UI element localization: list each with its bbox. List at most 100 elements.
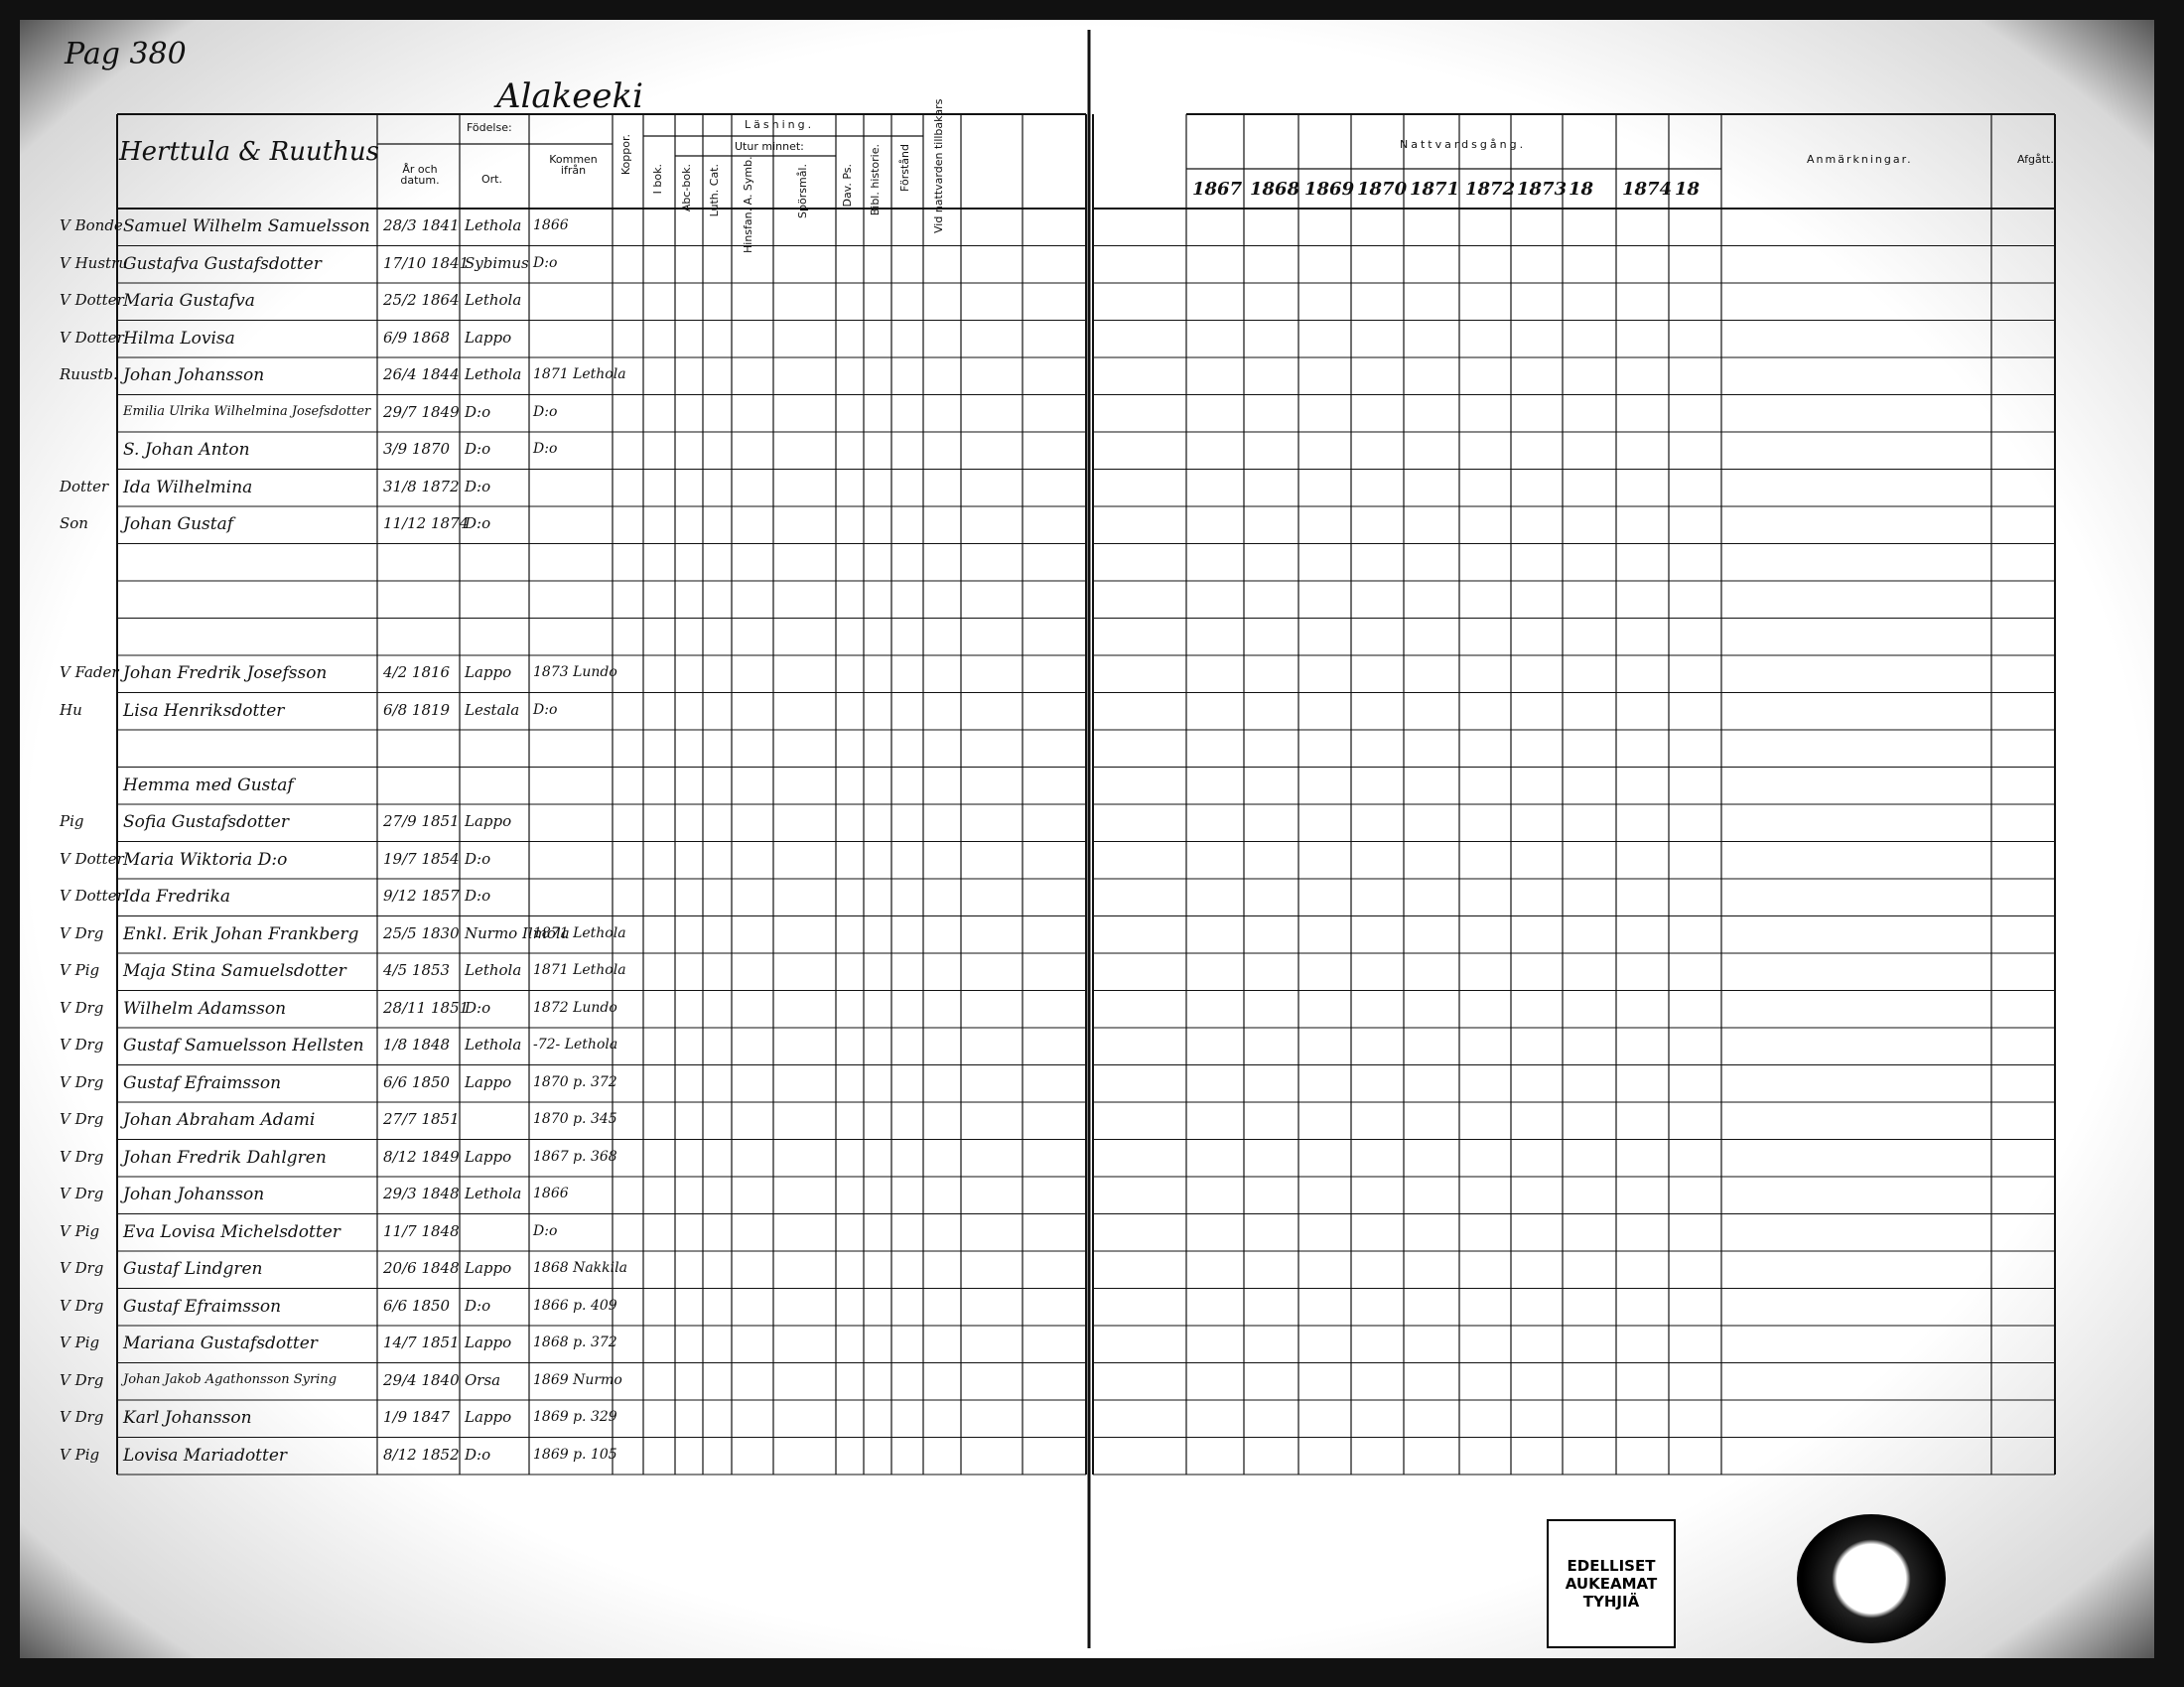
- birth-place: D:o: [465, 998, 491, 1017]
- header: Abc-bok.: [680, 164, 693, 212]
- came-from: 1873 Lundo: [533, 664, 617, 680]
- birth-place: D:o: [465, 402, 491, 421]
- birth-date: 6/8 1819: [383, 700, 451, 719]
- header: År och datum.: [400, 163, 440, 187]
- birth-place: Lethola: [465, 216, 522, 234]
- name: Hemma med Gustaf: [123, 774, 294, 795]
- status: V Fader: [60, 663, 119, 681]
- birth-place: Lethola: [465, 1036, 522, 1054]
- name: Mariana Gustafsdotter: [123, 1334, 318, 1353]
- status: V Pig: [60, 1221, 100, 1240]
- status: Pig: [60, 812, 84, 830]
- header: I bok.: [651, 164, 664, 195]
- header: Födelse:: [467, 121, 512, 134]
- status: Dotter: [60, 477, 109, 495]
- birth-place: D:o: [465, 477, 491, 495]
- name: Gustaf Efraimsson: [123, 1296, 282, 1317]
- birth-date: 11/7 1848: [383, 1221, 460, 1240]
- birth-place: Orsa: [465, 1370, 501, 1389]
- came-from: D:o: [533, 441, 558, 457]
- header: Förstånd: [898, 144, 911, 192]
- header: Läsning.: [745, 118, 815, 131]
- year: 1870: [1357, 179, 1408, 200]
- birth-place: Sybimus: [465, 253, 529, 272]
- name: Gustaf Samuelsson Hellsten: [123, 1036, 364, 1055]
- came-from: 1868 p. 372: [533, 1335, 617, 1350]
- ruling: [116, 30, 2056, 1648]
- came-from: 1869 p. 105: [533, 1446, 617, 1463]
- status: V Drg: [60, 1072, 104, 1091]
- birth-place: Nurmo Ilmola: [465, 923, 570, 942]
- birth-place: Lappo: [465, 1408, 512, 1426]
- birth-date: 11/12 1874: [383, 514, 470, 532]
- came-from: 1870 p. 372: [533, 1073, 617, 1090]
- status: V Drg: [60, 1147, 104, 1166]
- name: Samuel Wilhelm Samuelsson: [123, 216, 370, 236]
- birth-date: 4/2 1816: [383, 663, 451, 681]
- name: Ida Fredrika: [123, 887, 231, 907]
- birth-date: 29/7 1849: [383, 402, 460, 421]
- came-from: 1872 Lundo: [533, 999, 617, 1016]
- birth-date: 27/9 1851: [383, 812, 460, 830]
- household-name: Herttula & Ruuthus: [119, 137, 379, 167]
- status: Son: [60, 514, 88, 532]
- came-from: 1868 Nakkila: [533, 1260, 627, 1276]
- birth-date: 6/9 1868: [383, 328, 451, 347]
- birth-place: Lappo: [465, 1259, 512, 1277]
- status: V Pig: [60, 1445, 100, 1464]
- birth-date: 9/12 1857: [383, 887, 460, 905]
- came-from: D:o: [533, 254, 558, 271]
- came-from: D:o: [533, 403, 558, 420]
- seal: [1797, 1514, 1946, 1643]
- came-from: -72- Lethola: [533, 1037, 618, 1053]
- header: Nattvardsgång.: [1400, 138, 1527, 151]
- header: Spörsmål.: [796, 164, 809, 218]
- header: Vid nattvarden tillbakars: [932, 98, 945, 233]
- name: Maria Gustafva: [123, 291, 255, 311]
- birth-place: Lethola: [465, 961, 522, 979]
- year: 18: [1569, 179, 1594, 200]
- year: 1869: [1304, 179, 1355, 200]
- came-from: 1871 Lethola: [533, 962, 626, 978]
- header: Anmärkningar.: [1807, 153, 1913, 166]
- birth-date: 25/5 1830: [383, 923, 460, 942]
- came-from: 1866: [533, 217, 569, 233]
- status: V Dotter: [60, 887, 124, 905]
- birth-place: D:o: [465, 514, 491, 532]
- birth-place: Lappo: [465, 328, 512, 347]
- name: Gustaf Efraimsson: [123, 1072, 282, 1093]
- header: Ort.: [481, 173, 502, 186]
- status: V Dotter: [60, 849, 124, 868]
- header: Utur minnet:: [735, 140, 804, 153]
- name: Johan Jakob Agathonsson Syring: [123, 1371, 338, 1387]
- status: V Drg: [60, 1408, 104, 1426]
- birth-date: 8/12 1852: [383, 1445, 460, 1464]
- birth-date: 28/3 1841: [383, 216, 460, 234]
- birth-date: 8/12 1849: [383, 1147, 460, 1166]
- status: Hu: [60, 700, 82, 719]
- name: Johan Gustaf: [123, 514, 233, 534]
- came-from: 1871 Lethola: [533, 366, 626, 382]
- birth-place: Lappo: [465, 812, 512, 830]
- year: 1868: [1250, 179, 1300, 200]
- year: 1873: [1517, 179, 1568, 200]
- name: Enkl. Erik Johan Frankberg: [123, 923, 359, 944]
- birth-place: Lestala: [465, 700, 520, 719]
- name: Ida Wilhelmina: [123, 477, 253, 497]
- birth-date: 29/4 1840: [383, 1370, 460, 1389]
- header: Dav. Ps.: [841, 164, 854, 208]
- name: Johan Abraham Adami: [123, 1110, 316, 1130]
- birth-date: 20/6 1848: [383, 1259, 460, 1277]
- birth-date: 14/7 1851: [383, 1334, 460, 1351]
- status: V Drg: [60, 923, 104, 942]
- header: Bibl. historie.: [869, 144, 882, 216]
- status: V Dotter: [60, 291, 124, 309]
- name: Johan Fredrik Josefsson: [123, 663, 328, 683]
- status: Ruustb.: [60, 365, 118, 383]
- status: V Drg: [60, 1110, 104, 1128]
- birth-date: 4/5 1853: [383, 961, 451, 979]
- year: 1871: [1410, 179, 1460, 200]
- name: Wilhelm Adamsson: [123, 998, 287, 1019]
- header: Afgått.: [2017, 153, 2054, 166]
